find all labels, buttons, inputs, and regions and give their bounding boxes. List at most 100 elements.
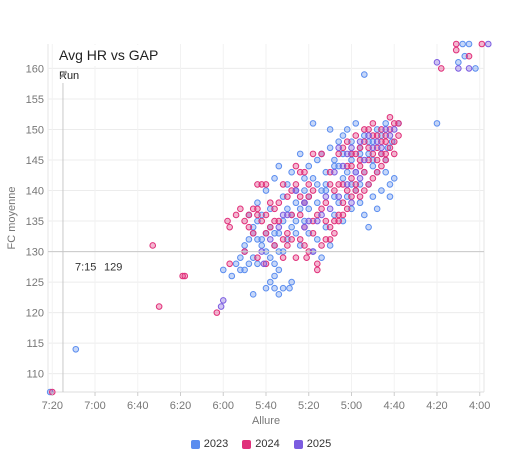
data-point-2023 bbox=[318, 187, 325, 194]
data-point-2024 bbox=[322, 217, 330, 225]
data-point-2024 bbox=[313, 266, 321, 274]
data-point-2024 bbox=[266, 223, 274, 231]
data-point-2024 bbox=[335, 217, 342, 225]
data-point-2023 bbox=[373, 205, 381, 213]
data-point-2023 bbox=[271, 175, 278, 182]
pencil-icon[interactable] bbox=[59, 69, 69, 79]
data-point-2024 bbox=[437, 65, 445, 72]
data-point-2024 bbox=[245, 223, 253, 231]
data-point-2023 bbox=[271, 260, 278, 268]
data-point-2024 bbox=[301, 168, 308, 176]
axis-layer: 110 115 120 125 130 135 140 145 150 155 160 7:20 7:0… bbox=[6, 63, 490, 427]
data-point-2023 bbox=[249, 291, 257, 298]
data-point-2023 bbox=[361, 211, 368, 219]
data-point-2024 bbox=[305, 181, 313, 188]
data-point-2025 bbox=[335, 193, 342, 200]
data-point-2023 bbox=[292, 217, 300, 225]
data-point-2024 bbox=[258, 217, 266, 225]
data-point-2024 bbox=[322, 199, 330, 207]
x-tick-label: 4:20 bbox=[426, 400, 447, 412]
data-point-2024 bbox=[254, 205, 261, 213]
data-point-2024 bbox=[271, 217, 278, 225]
data-point-2024 bbox=[275, 199, 283, 207]
y-axis-title: FC moyenne bbox=[6, 187, 18, 250]
data-point-2023 bbox=[331, 156, 338, 164]
data-point-2024 bbox=[284, 242, 291, 249]
data-point-2024 bbox=[352, 150, 360, 158]
data-point-2024 bbox=[395, 120, 402, 127]
data-point-2023 bbox=[455, 59, 462, 66]
data-point-2023 bbox=[288, 278, 295, 286]
data-point-2025 bbox=[301, 223, 308, 231]
data-point-2024 bbox=[237, 205, 244, 213]
data-point-2024 bbox=[318, 205, 325, 213]
data-point-2023 bbox=[237, 254, 244, 261]
data-point-2023 bbox=[339, 175, 347, 182]
x-tick-label: 5:20 bbox=[298, 400, 319, 412]
y-tick-label: 145 bbox=[26, 155, 44, 167]
data-point-2024 bbox=[213, 309, 221, 316]
data-point-2024 bbox=[179, 272, 186, 280]
data-point-2024 bbox=[326, 181, 334, 188]
data-point-2023 bbox=[326, 242, 334, 249]
chart-title-box: Avg HR vs GAP bbox=[55, 45, 167, 66]
data-point-2024 bbox=[335, 181, 342, 188]
data-point-2023 bbox=[245, 260, 253, 268]
data-point-2024 bbox=[339, 211, 347, 219]
data-point-2023 bbox=[284, 205, 291, 213]
data-point-2024 bbox=[356, 193, 364, 200]
data-point-2023 bbox=[266, 278, 274, 286]
data-point-2023 bbox=[343, 168, 351, 176]
data-point-2023 bbox=[288, 168, 295, 176]
crosshair-layer: 7:15 129 bbox=[48, 82, 484, 392]
data-point-2024 bbox=[352, 132, 360, 139]
data-point-2024 bbox=[348, 175, 355, 182]
data-point-2024 bbox=[361, 187, 368, 194]
data-point-2024 bbox=[254, 211, 261, 219]
data-point-2023 bbox=[262, 187, 270, 194]
data-point-2023 bbox=[296, 205, 304, 213]
data-point-2024 bbox=[292, 162, 300, 170]
data-point-2023 bbox=[309, 120, 317, 127]
data-point-2023 bbox=[228, 272, 236, 280]
legend-item-2024[interactable]: 2024 bbox=[242, 438, 280, 450]
activity-filter[interactable]: Run bbox=[59, 69, 84, 83]
data-point-2023 bbox=[388, 138, 396, 145]
data-point-2023 bbox=[382, 120, 389, 127]
data-point-2024 bbox=[149, 242, 157, 249]
y-tick-label: 140 bbox=[26, 186, 44, 198]
data-point-2023 bbox=[232, 260, 240, 268]
data-point-2023 bbox=[301, 187, 308, 194]
data-point-2025 bbox=[433, 59, 441, 66]
data-point-2023 bbox=[292, 229, 300, 237]
data-point-2024 bbox=[395, 132, 402, 139]
y-tick-label: 110 bbox=[26, 369, 44, 381]
data-point-2024 bbox=[284, 229, 291, 237]
data-point-2023 bbox=[301, 175, 308, 182]
data-point-2025 bbox=[339, 162, 347, 170]
data-point-2024 bbox=[279, 181, 287, 188]
data-point-2024 bbox=[331, 187, 338, 194]
data-point-2025 bbox=[219, 297, 227, 304]
y-tick-label: 120 bbox=[26, 308, 44, 320]
data-point-2024 bbox=[339, 199, 347, 207]
data-point-2024 bbox=[356, 162, 364, 170]
legend-item-2025[interactable]: 2025 bbox=[293, 438, 331, 450]
data-point-2024 bbox=[318, 242, 325, 249]
data-point-2024 bbox=[296, 236, 304, 243]
data-point-2023 bbox=[369, 193, 377, 200]
data-point-2023 bbox=[472, 65, 479, 72]
legend-item-2023[interactable]: 2023 bbox=[190, 438, 228, 450]
y-tick-label: 135 bbox=[26, 216, 44, 228]
data-point-2025 bbox=[352, 168, 360, 176]
data-point-2024 bbox=[309, 150, 317, 158]
data-point-2025 bbox=[305, 217, 313, 225]
data-point-2023 bbox=[339, 132, 347, 139]
data-point-2023 bbox=[378, 187, 385, 194]
x-tick-label: 4:40 bbox=[384, 400, 405, 412]
data-point-2024 bbox=[335, 150, 342, 158]
data-point-2024 bbox=[373, 168, 381, 176]
data-point-2024 bbox=[181, 272, 189, 280]
data-point-2023 bbox=[279, 284, 287, 292]
data-point-2024 bbox=[279, 254, 287, 261]
